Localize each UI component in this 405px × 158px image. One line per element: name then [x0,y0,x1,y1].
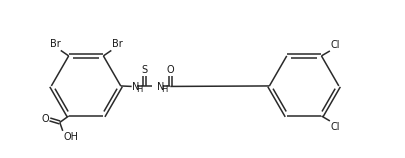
Text: O: O [41,114,49,125]
Text: H: H [136,85,143,94]
Text: H: H [161,85,167,94]
Text: Br: Br [49,40,60,49]
Text: Br: Br [111,40,122,49]
Text: S: S [141,64,147,75]
Text: Cl: Cl [330,40,339,50]
Text: OH: OH [63,132,78,142]
Text: O: O [166,64,174,75]
Text: N: N [132,82,139,92]
Text: N: N [156,82,164,92]
Text: Cl: Cl [330,122,339,132]
